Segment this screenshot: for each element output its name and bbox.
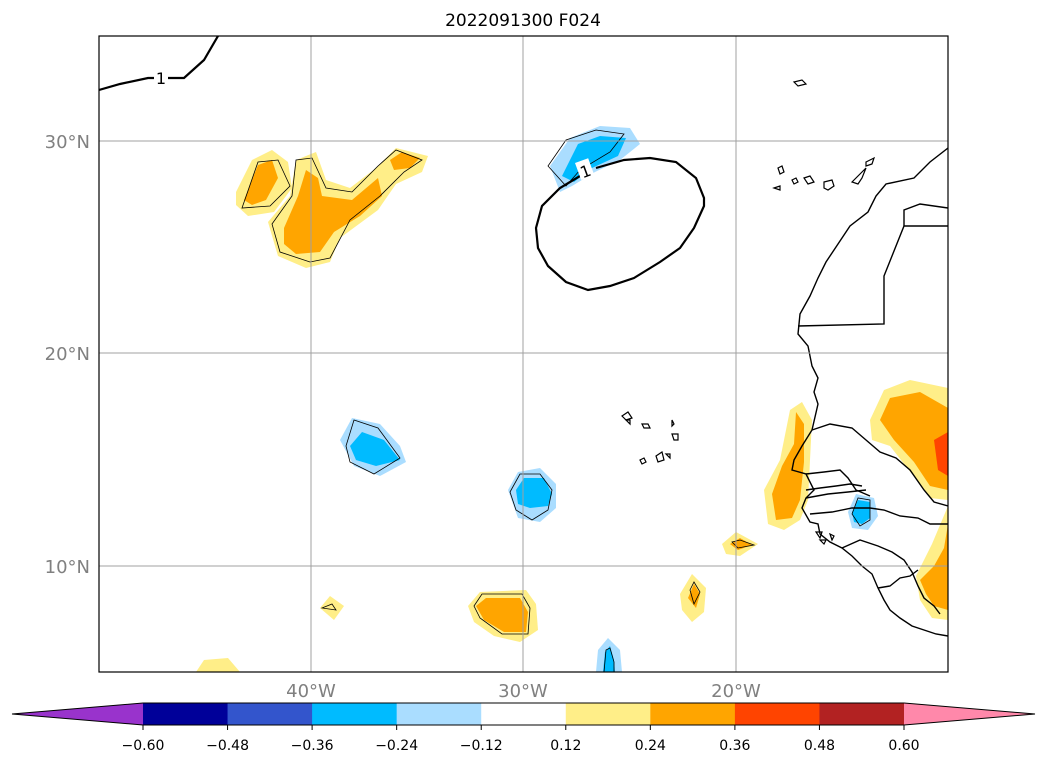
negative-anomaly-region: [340, 418, 406, 476]
positive-anomaly-region: [236, 148, 428, 268]
negative-anomaly-region: [508, 468, 556, 522]
longitude-labels: 40°W 30°W 20°W: [286, 681, 761, 702]
colorbar: −0.60 −0.48 −0.36 −0.24 −0.12 0.12 0.24 0.36 0.4…: [11, 702, 1036, 754]
colorbar-tick-label: −0.48: [206, 738, 249, 754]
map-frame: [98, 35, 949, 673]
colorbar-segment: [143, 703, 229, 725]
map-title: 2022091300 F024: [445, 11, 601, 31]
lat-label-30n: 30°N: [45, 132, 90, 153]
colorbar-tick-label: 0.12: [550, 738, 581, 754]
lat-label-10n: 10°N: [45, 557, 90, 578]
colorbar-tick-label: −0.60: [122, 738, 165, 754]
latitude-labels: 30°N 20°N 10°N: [45, 132, 90, 578]
lon-label-20w: 20°W: [711, 681, 761, 702]
colorbar-tick-label: 0.36: [719, 738, 750, 754]
lat-label-20n: 20°N: [45, 344, 90, 365]
colorbar-extend-over: [904, 703, 1035, 725]
colorbar-tick-label: 0.60: [888, 738, 919, 754]
negative-anomaly-region: [848, 494, 878, 530]
colorbar-tick-label: −0.24: [375, 738, 418, 754]
coastlines: [791, 147, 948, 637]
colorbar-segment: [312, 703, 398, 725]
lon-label-40w: 40°W: [286, 681, 336, 702]
positive-anomaly-region: [764, 380, 948, 620]
colorbar-segment: [396, 703, 482, 725]
colorbar-extend-under: [12, 703, 143, 725]
colorbar-tick-label: −0.36: [291, 738, 334, 754]
islands: [621, 79, 876, 546]
map-panel: 1 1: [99, 36, 948, 672]
colorbar-tick-label: −0.12: [460, 738, 503, 754]
colorbar-segment: [819, 703, 905, 725]
colorbar-segment: [227, 703, 313, 725]
colorbar-tick-label: 0.24: [635, 738, 666, 754]
shaded-field: [196, 126, 948, 672]
colorbar-segment: [565, 703, 651, 725]
colorbar-segment: [481, 703, 567, 725]
lon-label-30w: 30°W: [498, 681, 548, 702]
contour-label: 1: [156, 69, 166, 88]
colorbar-tick-label: 0.48: [804, 738, 835, 754]
gridlines: [99, 36, 948, 672]
colorbar-segment: [734, 703, 820, 725]
positive-anomaly-region: [196, 532, 758, 672]
colorbar-segment: [650, 703, 736, 725]
